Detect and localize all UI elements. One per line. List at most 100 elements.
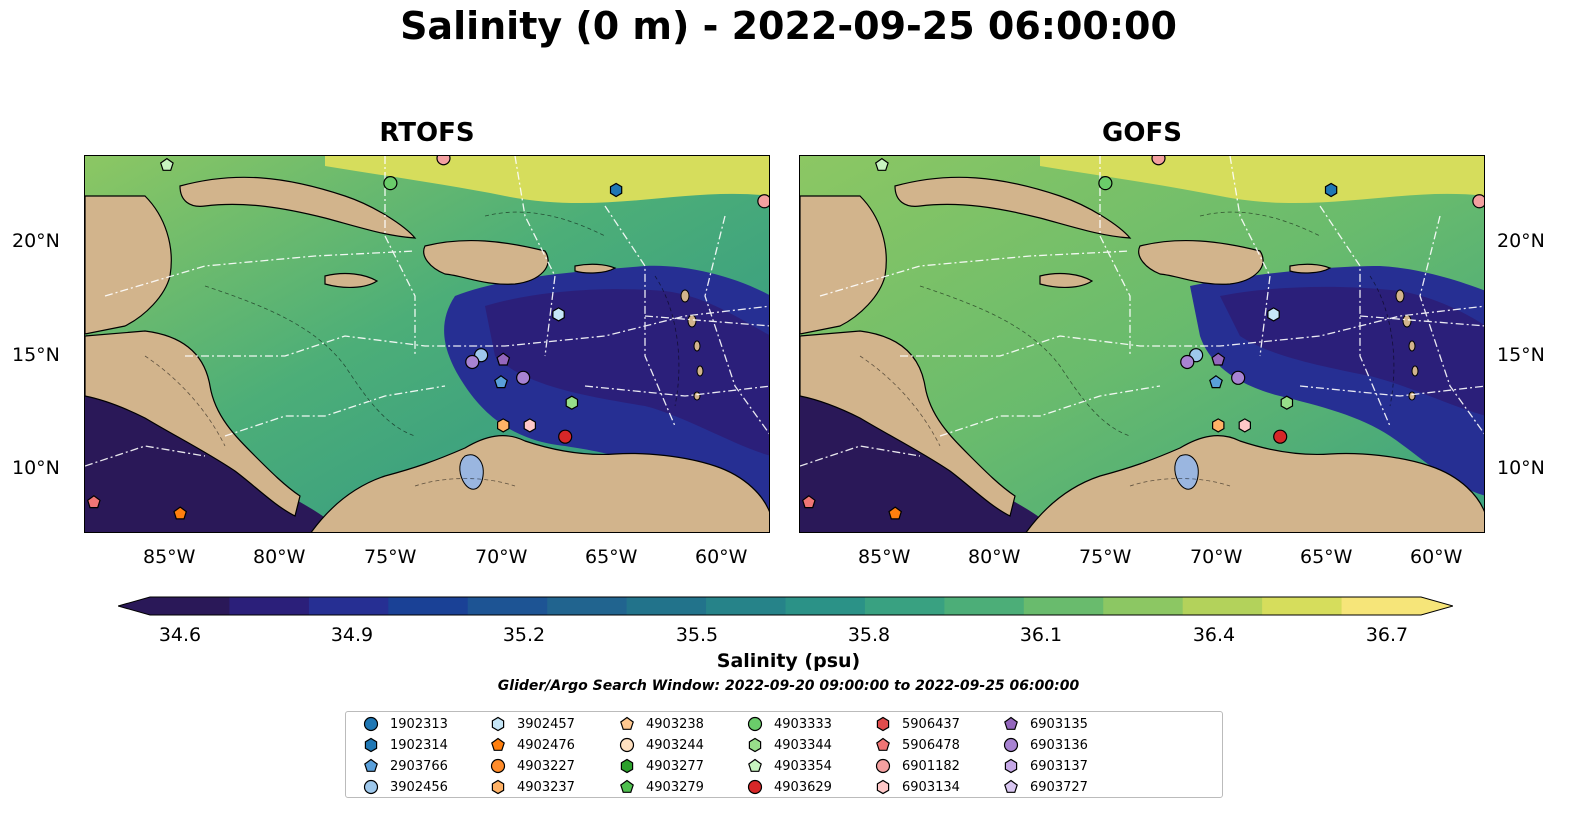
float-marker[interactable]	[1151, 156, 1166, 166]
float-marker[interactable]	[496, 352, 511, 366]
x-tick-label: 80°W	[968, 546, 1021, 568]
legend-label: 5906478	[902, 737, 960, 753]
pentagon-marker-icon	[1004, 779, 1018, 793]
x-tick-label: 70°W	[475, 546, 528, 568]
float-marker[interactable]	[801, 495, 816, 509]
float-marker[interactable]	[159, 157, 174, 171]
legend-item: 4903629	[746, 777, 832, 797]
legend-item: 3902456	[362, 777, 448, 797]
float-marker[interactable]	[494, 375, 508, 389]
x-tick-label: 75°W	[1079, 546, 1132, 568]
legend-label: 4903333	[774, 716, 832, 732]
legend-label: 4903354	[774, 758, 832, 774]
pentagon-marker-icon	[1004, 716, 1018, 730]
float-marker[interactable]	[1180, 354, 1195, 370]
float-marker[interactable]	[436, 156, 451, 166]
search-window-text: Glider/Argo Search Window: 2022-09-20 09…	[497, 678, 1080, 694]
legend-item: 4903344	[746, 735, 832, 755]
land-central-america	[85, 330, 301, 517]
float-marker[interactable]	[565, 395, 579, 410]
legend-label: 4903227	[517, 758, 575, 774]
y-tick-label-left: 10°N	[12, 457, 60, 479]
colorbar-segment	[388, 597, 469, 615]
float-marker[interactable]	[383, 176, 398, 191]
hexagon-marker-icon	[491, 716, 505, 732]
x-tick-label: 65°W	[585, 546, 638, 568]
y-tick-label-left: 20°N	[12, 230, 60, 252]
eez-boundaries	[800, 156, 1484, 467]
y-tick-label-right: 15°N	[1497, 344, 1545, 366]
colorbar-segment	[1023, 597, 1104, 615]
float-marker[interactable]	[523, 418, 536, 433]
eez-boundaries	[85, 156, 769, 467]
float-marker[interactable]	[1472, 194, 1485, 209]
float-marker[interactable]	[552, 307, 565, 322]
colorbar-tick-label: 35.5	[675, 624, 719, 646]
bathymetry-contours	[144, 211, 680, 487]
low-salinity-region-core	[485, 289, 769, 456]
colorbar-tick-label: 36.4	[1192, 624, 1236, 646]
pentagon-marker-icon	[491, 737, 505, 751]
float-marker[interactable]	[173, 506, 188, 520]
colorbar-tick-label: 34.9	[330, 624, 374, 646]
colorbar-segment	[944, 597, 1025, 615]
float-marker[interactable]	[874, 157, 889, 171]
float-marker[interactable]	[888, 506, 903, 520]
circle-marker-icon	[875, 758, 891, 774]
float-marker[interactable]	[1212, 418, 1225, 433]
float-marker[interactable]	[1098, 176, 1113, 191]
float-marker[interactable]	[1280, 395, 1294, 410]
colorbar-tick-label: 35.2	[502, 624, 546, 646]
legend-label: 4903244	[646, 737, 704, 753]
legend-item: 4903333	[746, 714, 832, 734]
float-marker[interactable]	[86, 495, 101, 509]
colorbar-tick-label: 35.8	[847, 624, 891, 646]
legend-label: 3902456	[390, 779, 448, 795]
float-marker[interactable]	[1231, 370, 1246, 385]
legend-item: 2903766	[362, 756, 448, 776]
x-tick-label: 85°W	[858, 546, 911, 568]
float-marker[interactable]	[516, 370, 531, 385]
colorbar-tick-label: 36.1	[1019, 624, 1063, 646]
colorbar-segment	[467, 597, 548, 615]
circle-marker-icon	[1003, 737, 1019, 753]
colorbar-svg	[116, 596, 1455, 616]
float-marker[interactable]	[1273, 429, 1288, 444]
circle-marker-icon	[363, 779, 379, 795]
circle-marker-icon	[619, 737, 635, 753]
float-marker[interactable]	[465, 354, 480, 370]
legend-item: 5906478	[874, 735, 960, 755]
pentagon-marker-icon	[620, 779, 634, 793]
land-central-america	[800, 330, 1016, 517]
float-marker[interactable]	[757, 194, 770, 209]
legend-label: 4903238	[646, 716, 704, 732]
legend-label: 4903237	[517, 779, 575, 795]
map-rtofs[interactable]	[84, 155, 770, 533]
hexagon-marker-icon	[620, 758, 634, 774]
colorbar-segment	[1262, 597, 1343, 615]
land-hispaniola	[423, 239, 549, 285]
x-tick-label: 85°W	[143, 546, 196, 568]
land-cuba	[894, 176, 1132, 239]
circle-marker-icon	[747, 716, 763, 732]
y-tick-label-right: 20°N	[1497, 230, 1545, 252]
panel-title-rtofs: RTOFS	[379, 118, 475, 148]
float-marker[interactable]	[609, 182, 623, 198]
x-tick-label: 60°W	[1410, 546, 1463, 568]
float-marker[interactable]	[1238, 418, 1251, 433]
legend-item: 4902476	[489, 735, 575, 755]
x-tick-label: 60°W	[695, 546, 748, 568]
float-marker[interactable]	[1324, 182, 1338, 198]
colorbar-segment	[1182, 597, 1263, 615]
float-marker[interactable]	[1209, 375, 1223, 389]
float-marker[interactable]	[1211, 352, 1226, 366]
float-marker[interactable]	[558, 429, 573, 444]
float-legend: 1902313 1902314 2903766 3902456 3902457 49024…	[345, 711, 1223, 798]
map-gofs[interactable]	[799, 155, 1485, 533]
float-marker[interactable]	[1267, 307, 1280, 322]
float-marker[interactable]	[497, 418, 510, 433]
x-tick-label: 75°W	[364, 546, 417, 568]
land-hispaniola	[1138, 239, 1264, 285]
colorbar-segment	[547, 597, 628, 615]
legend-item: 6903137	[1002, 756, 1088, 776]
